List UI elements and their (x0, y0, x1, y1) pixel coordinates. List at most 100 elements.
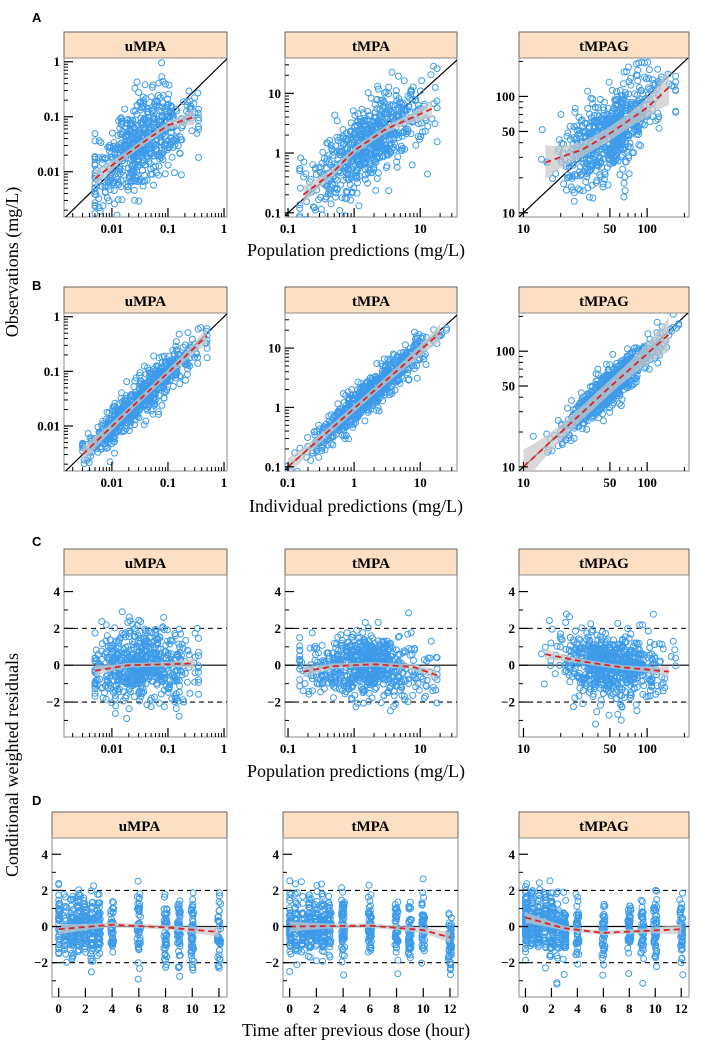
data-point (106, 458, 114, 466)
data-point (591, 128, 599, 136)
data-point (91, 629, 99, 637)
data-point (641, 73, 649, 81)
data-point (125, 174, 133, 182)
data-point (624, 63, 632, 71)
data-point (99, 694, 107, 702)
data-point (155, 162, 163, 170)
data-point (167, 134, 174, 141)
data-point (161, 170, 169, 178)
data-point (144, 364, 152, 372)
data-point (164, 161, 172, 169)
data-point (634, 77, 642, 85)
data-point (163, 626, 171, 634)
data-point (99, 202, 107, 210)
data-point (142, 417, 150, 425)
x-tick-label: 0.1 (160, 741, 176, 756)
data-point (147, 633, 155, 641)
data-point (623, 352, 631, 360)
data-point (312, 171, 320, 178)
data-point (92, 646, 100, 654)
data-point (147, 170, 155, 178)
data-point (168, 134, 176, 142)
data-point (443, 326, 450, 334)
data-point (381, 89, 388, 97)
data-point (625, 380, 633, 388)
data-point (362, 158, 370, 166)
x-tick-label: 0.1 (280, 221, 296, 236)
data-point (175, 640, 183, 648)
data-point (139, 166, 146, 174)
data-point (353, 172, 361, 179)
data-point (357, 162, 365, 170)
data-point (129, 620, 137, 628)
data-point (373, 374, 381, 382)
data-point (364, 179, 371, 187)
x-tick-label: 1 (351, 221, 358, 236)
data-point (589, 414, 597, 422)
data-point (652, 117, 660, 125)
data-point (171, 698, 179, 705)
data-point (592, 118, 600, 126)
data-point (577, 117, 585, 125)
data-point (669, 313, 677, 318)
data-point (135, 407, 143, 415)
data-point (355, 389, 363, 397)
plot-content (64, 58, 227, 217)
data-point (307, 456, 315, 464)
data-point (628, 129, 636, 137)
data-point (171, 169, 178, 177)
x-tick-label: 1 (221, 475, 228, 490)
data-point (111, 438, 118, 445)
data-point (133, 157, 141, 164)
data-point (141, 81, 149, 89)
data-point (625, 154, 633, 162)
data-point (154, 644, 162, 652)
data-point (344, 165, 352, 172)
data-point (135, 157, 143, 165)
data-point (333, 117, 341, 125)
data-point (600, 143, 608, 151)
data-point (184, 647, 192, 655)
data-point (672, 72, 680, 80)
x-axis-label-a: Population predictions (mg/L) (247, 240, 465, 261)
data-point (164, 688, 172, 696)
data-point (613, 96, 621, 103)
data-point (148, 677, 156, 685)
data-point (608, 109, 616, 117)
data-point (367, 377, 375, 385)
data-point (593, 177, 601, 184)
data-point (344, 388, 352, 396)
data-point (172, 338, 180, 346)
data-point (158, 73, 166, 81)
data-point (576, 163, 584, 171)
data-point (615, 400, 623, 407)
data-point (114, 196, 122, 204)
data-point (407, 88, 415, 96)
data-point (583, 425, 591, 433)
data-point (149, 410, 157, 418)
data-point (164, 95, 171, 103)
data-point (571, 135, 579, 143)
data-point (149, 654, 157, 662)
data-point (609, 350, 617, 358)
data-point (589, 194, 597, 202)
data-point (160, 703, 168, 711)
data-point (364, 169, 372, 177)
data-point (619, 165, 627, 173)
data-point (589, 100, 597, 108)
data-point (150, 116, 158, 124)
data-point (538, 126, 546, 134)
data-point (354, 110, 362, 118)
data-point (357, 409, 365, 417)
strip-header (518, 286, 690, 314)
data-point (154, 92, 162, 99)
data-point (630, 149, 638, 157)
data-point (173, 369, 181, 377)
loess-line (522, 333, 670, 468)
data-point (150, 393, 158, 401)
data-point (394, 72, 402, 80)
